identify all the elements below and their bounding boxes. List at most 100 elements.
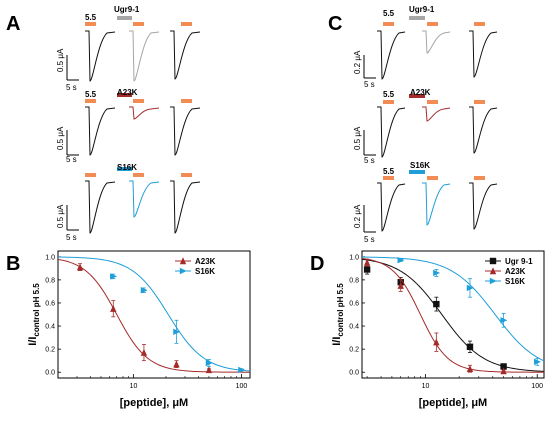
ph-bar-c3-c3 (474, 176, 485, 180)
y-tick-label: 0.4 (45, 324, 55, 331)
data-point (205, 359, 213, 367)
scale-current-c3: 0.2 μA (353, 204, 362, 228)
trace-c2-control (377, 106, 406, 158)
trace-a1-control (85, 30, 116, 82)
y-tick-label: 0.0 (349, 370, 359, 377)
traces-panel-c (377, 16, 498, 232)
x-tick-label: 100 (236, 383, 248, 390)
x-tick-label: 10 (422, 383, 430, 390)
x-tick-label: 100 (531, 383, 543, 390)
legend-label: A23K (195, 257, 216, 266)
trace-a3-peptide (129, 180, 160, 218)
ph-bar-c2-c1 (383, 100, 394, 104)
scale-current-a2: 0.5 μA (56, 126, 65, 150)
data-point (433, 269, 441, 277)
ph-bar-c1-c1 (383, 22, 394, 26)
ph-bar-a2-c3 (181, 99, 192, 103)
scale-bars-a: 0.5 μA 5 s 0.5 μA 5 s 0.5 μA 5 s (56, 48, 79, 242)
ph-bar-a3-c1 (85, 173, 96, 177)
plot-frame (57, 250, 251, 379)
scale-current-a1: 0.5 μA (56, 48, 65, 72)
peptide-bar-c2 (409, 94, 425, 98)
y-tick-label: 0.8 (45, 277, 55, 284)
data-point (466, 365, 474, 372)
peptide-bar-c3 (409, 170, 425, 174)
legend-marker (179, 267, 187, 275)
data-point (466, 284, 474, 292)
trace-a2-peptide (129, 106, 160, 120)
y-axis-label-main: I/I (331, 337, 343, 346)
ph-label-c1: 5.5 (383, 9, 395, 18)
legend-marker (489, 277, 497, 285)
ph-bar-a2-c2 (133, 99, 144, 103)
legend-marker (179, 257, 187, 265)
data-point (205, 366, 213, 374)
trace-c1-peptide (422, 30, 451, 54)
trace-c2-peptide (422, 106, 451, 122)
legend-marker (489, 257, 497, 265)
y-tick-label: 0.0 (45, 370, 55, 377)
y-axis-label-main: I/I (27, 337, 39, 346)
scale-time-a2: 5 s (66, 155, 77, 164)
trace-c3-peptide (422, 182, 451, 226)
peptide-bar-a2 (117, 93, 132, 97)
fit-curve-a23k (57, 258, 250, 373)
y-tick-label: 1.0 (45, 254, 55, 261)
peptide-bar-c1 (409, 16, 425, 20)
peptide-bar-a1 (117, 16, 132, 20)
peptide-label-c3: S16K (410, 161, 430, 170)
peptide-label-a3: S16K (117, 163, 137, 172)
data-point (500, 317, 508, 324)
scale-time-c3: 5 s (364, 235, 375, 244)
ph-bar-c2-c3 (474, 100, 485, 104)
ph-bar-c3-c1 (383, 176, 394, 180)
y-axis-label-sub: control pH 5.5 (336, 283, 345, 337)
ph-bar-c1-c3 (474, 22, 485, 26)
data-point (110, 305, 117, 312)
ph-label-a2: 5.5 (85, 90, 97, 99)
legend-label: Ugr 9-1 (505, 257, 533, 266)
scale-time-a3: 5 s (66, 233, 77, 242)
ph-bar-a1-c1 (85, 22, 96, 26)
trace-a1-peptide (129, 30, 160, 82)
legend-marker (489, 267, 497, 275)
trace-a1-washout (170, 30, 201, 80)
scale-current-c1: 0.2 μA (353, 50, 362, 74)
fit-curve-ugr-9-1 (361, 258, 545, 372)
x-tick-label: 10 (130, 383, 138, 390)
fit-curve-s16k (57, 256, 251, 372)
ph-bar-a3-c3 (181, 173, 192, 177)
scale-current-a3: 0.5 μA (56, 204, 65, 228)
ph-bar-c3-c2 (427, 176, 438, 180)
data-point (534, 358, 541, 366)
y-tick-label: 0.6 (45, 300, 55, 307)
data-point (363, 266, 371, 273)
ph-bar-a2-c1 (85, 99, 96, 103)
fit-curve-a23k (361, 257, 544, 373)
peptide-bar-a3 (117, 167, 132, 171)
y-axis-label: I/Icontrol pH 5.5 (27, 283, 41, 346)
trace-c2-washout (469, 106, 498, 154)
data-point (76, 263, 84, 271)
peptide-label-c1: Ugr9-1 (409, 5, 435, 14)
ph-label-a1: 5.5 (85, 13, 97, 22)
y-tick-label: 0.4 (349, 324, 359, 331)
y-tick-label: 0.2 (349, 347, 359, 354)
panel-label-a: A (6, 13, 20, 35)
ph-label-c2: 5.5 (383, 90, 395, 99)
panel-label-b: B (6, 253, 20, 275)
data-point (433, 338, 440, 346)
scale-time-c1: 5 s (364, 80, 375, 89)
data-point (397, 257, 405, 264)
dose-response-chart-d: 0.0 0.2 0.4 0.6 0.8 1.0 10 100 [peptide], μM I/Ic… (331, 250, 545, 409)
scale-current-c2: 0.5 μA (353, 126, 362, 150)
trace-a2-control (85, 106, 116, 156)
data-point (500, 367, 507, 375)
peptide-label-c2: A23K (410, 88, 431, 97)
data-point (500, 363, 507, 370)
trace-a3-control (85, 180, 116, 234)
panel-a-row1-labels: 5.5 Ugr9-1 (85, 5, 140, 22)
ph-bar-a1-c2 (133, 22, 144, 26)
trace-c1-washout (469, 30, 498, 78)
